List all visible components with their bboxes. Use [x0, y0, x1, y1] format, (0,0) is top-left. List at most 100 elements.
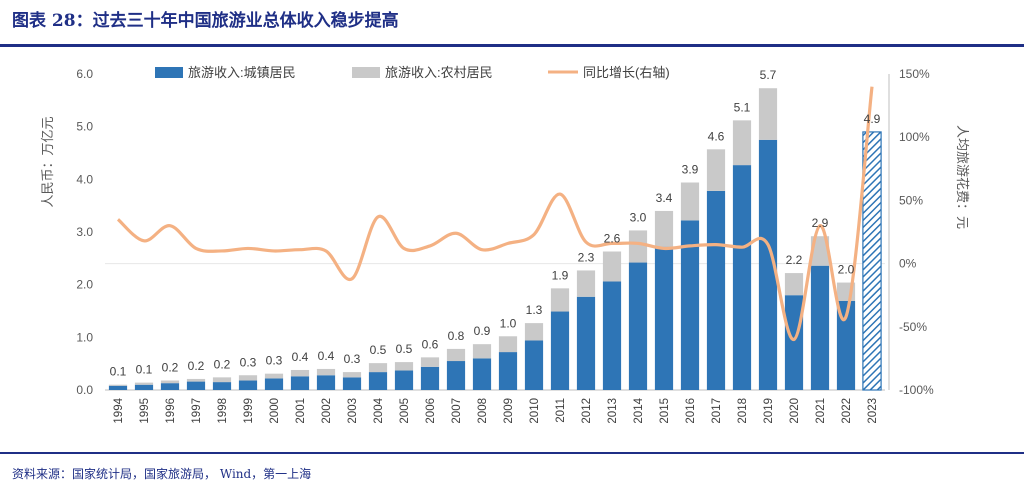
bar-rural: [524, 323, 544, 341]
y-right-axis-title: 人均旅游花费：元: [955, 125, 970, 229]
bar-urban: [160, 383, 180, 390]
y-tick-label: 2.0: [76, 278, 93, 292]
bar-urban: [134, 384, 154, 390]
bar-rural: [420, 357, 440, 367]
x-tick-label: 1994: [113, 397, 125, 423]
bar-rural: [394, 362, 414, 371]
data-label: 3.4: [656, 191, 673, 205]
y-tick-label: 6.0: [76, 67, 93, 81]
bar-rural: [342, 372, 362, 378]
x-tick-label: 2013: [607, 398, 619, 424]
x-tick-label: 2008: [477, 398, 489, 424]
bar-urban: [368, 372, 388, 390]
data-label: 3.0: [630, 210, 647, 224]
x-tick-label: 2011: [555, 398, 567, 423]
data-label: 0.2: [188, 359, 205, 373]
bar-urban: [264, 378, 284, 390]
y-tick-label: 5.0: [76, 120, 93, 134]
bar-rural: [550, 288, 570, 312]
x-tick-label: 2012: [581, 398, 593, 424]
y-axis-title: 人民币：万亿元: [40, 116, 55, 207]
source-note: 资料来源：国家统计局，国家旅游局， Wind，第一上海: [12, 467, 312, 481]
data-label: 0.1: [110, 365, 127, 379]
bar-urban: [472, 358, 492, 390]
x-tick-label: 2004: [373, 397, 385, 423]
bar-rural: [108, 384, 128, 386]
bar-rural: [602, 251, 622, 282]
data-label: 0.8: [448, 329, 465, 343]
bar-urban: [628, 262, 648, 390]
data-label: 0.2: [162, 361, 179, 375]
legend-label-rural: 旅游收入:农村居民: [385, 65, 493, 80]
data-label: 0.1: [136, 363, 153, 377]
bar-rural: [732, 120, 752, 166]
bar-rural: [706, 149, 726, 191]
x-tick-label: 2019: [763, 398, 775, 424]
data-label: 0.3: [240, 355, 257, 369]
x-tick-label: 2020: [789, 398, 801, 424]
x-tick-label: 1999: [243, 398, 255, 424]
x-tick-label: 2010: [529, 398, 541, 424]
bar-urban: [810, 265, 830, 390]
y-tick-label: 1.0: [76, 330, 93, 344]
data-label: 0.4: [292, 350, 309, 364]
bar-urban: [186, 381, 206, 390]
bar-urban: [212, 382, 232, 390]
data-label: 5.1: [734, 100, 751, 114]
y-tick-label: 3.0: [76, 225, 93, 239]
x-tick-label: 2018: [737, 398, 749, 424]
bar-urban: [342, 377, 362, 390]
bar-rural: [576, 270, 596, 297]
bar-rural: [186, 378, 206, 382]
data-label: 0.6: [422, 337, 439, 351]
data-label: 4.6: [708, 129, 725, 143]
x-tick-label: 1995: [139, 398, 151, 424]
bar-rural: [628, 230, 648, 263]
bar-urban: [732, 165, 752, 390]
data-label: 1.3: [526, 303, 543, 317]
bar-urban: [602, 281, 622, 390]
title-divider: [0, 44, 1024, 47]
legend-label-growth: 同比增长(右轴): [583, 65, 670, 80]
x-tick-label: 1997: [191, 398, 203, 424]
data-label: 3.9: [682, 162, 699, 176]
bar-urban: [524, 340, 544, 390]
bar-urban: [446, 361, 466, 390]
growth-line: [116, 86, 874, 342]
x-tick-label: 2015: [659, 398, 671, 424]
bar-rural: [316, 368, 336, 376]
bar-urban: [784, 295, 804, 390]
bar-urban: [420, 366, 440, 390]
x-tick-label: 2001: [295, 398, 307, 424]
bar-rural: [238, 375, 258, 381]
data-label: 1.9: [552, 268, 569, 282]
bar-rural: [290, 369, 310, 377]
bar-urban: [290, 376, 310, 390]
bar-rural: [264, 373, 284, 379]
bar-urban: [108, 385, 128, 390]
bar-rural: [212, 377, 232, 383]
y-right-tick-label: 0%: [899, 257, 917, 271]
x-tick-label: 2003: [347, 398, 359, 424]
footer-divider: [0, 452, 1024, 454]
bar-rural: [680, 182, 700, 221]
y-right-tick-label: -50%: [899, 320, 927, 334]
bar-urban-estimate: [862, 131, 882, 391]
bar-urban: [550, 311, 570, 390]
x-tick-label: 2007: [451, 398, 463, 424]
x-tick-label: 2009: [503, 398, 515, 424]
chart-title: 图表 28：过去三十年中国旅游业总体收入稳步提高: [12, 11, 399, 31]
data-label: 2.6: [604, 231, 621, 245]
bar-urban: [654, 246, 674, 390]
data-label: 0.2: [214, 357, 231, 371]
x-tick-label: 2021: [815, 398, 827, 424]
y-tick-label: 0.0: [76, 383, 93, 397]
x-tick-label: 2005: [399, 398, 411, 424]
data-label: 2.0: [838, 263, 855, 277]
bar-rural: [446, 348, 466, 362]
data-label: 0.5: [370, 343, 387, 357]
data-label: 0.4: [318, 349, 335, 363]
x-tick-label: 2023: [867, 398, 879, 424]
bar-rural: [472, 344, 492, 359]
bar-urban: [758, 139, 778, 390]
